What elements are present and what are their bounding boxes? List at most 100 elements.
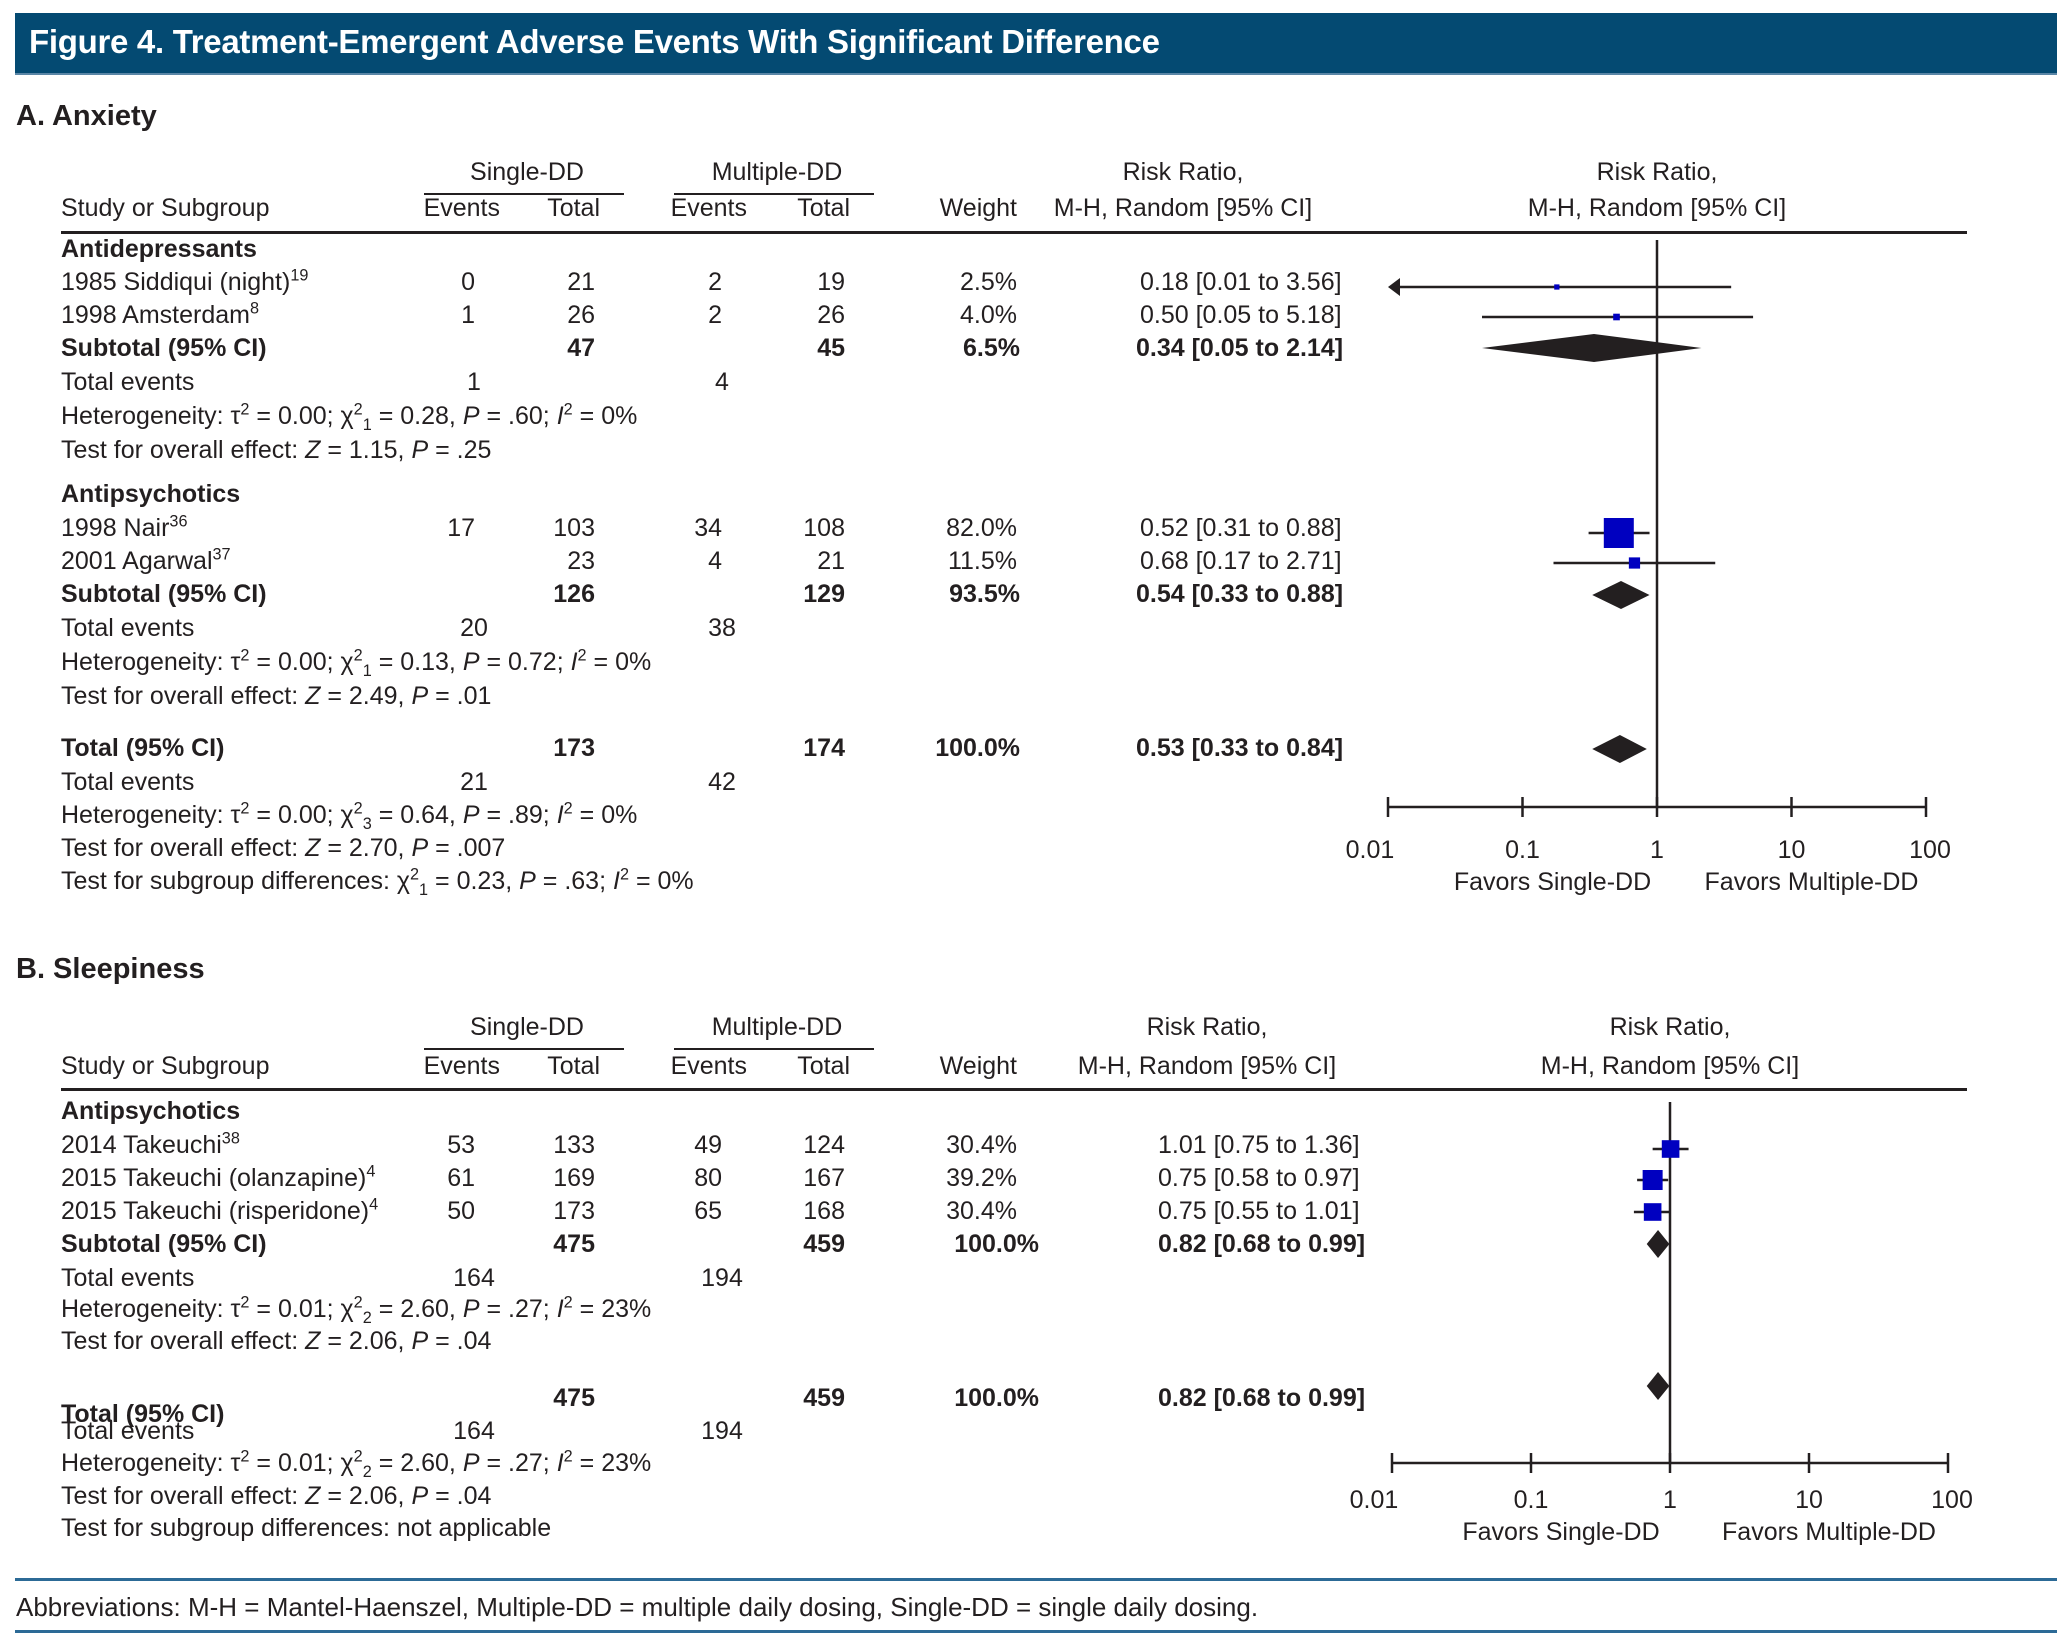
sup: 2 [619,865,629,884]
multiple-events-header: Events [670,1052,747,1080]
eq: = [371,801,401,829]
tau2-value: 0.01 [277,1449,327,1477]
chi2-value: 0.13 [400,648,449,676]
total-events-label: Total events [61,368,195,396]
weight-header: Weight [939,1052,1017,1080]
i2-value: 23% [601,1449,652,1477]
total-risk-ratio: 0.53 [0.33 to 0.84] [1136,734,1344,762]
i2-value: 0% [615,648,652,676]
eq: = [371,402,401,430]
i-label: I [613,867,620,895]
plot-header-line2: M-H, Random [95% CI] [1527,194,1787,222]
subtotal-single-total: 47 [567,334,595,362]
eq: = [320,1482,349,1510]
single-events-header: Events [423,1052,500,1080]
subgroup-differences-test: Test for subgroup differences: not appli… [61,1514,552,1542]
risk-ratio-header-line2: M-H, Random [95% CI] [1053,194,1313,222]
plot-header-line1: Risk Ratio, [1596,158,1718,186]
multiple-dd-group-header: Multiple-DD [711,158,843,186]
weight-header: Weight [939,194,1017,222]
x-tick-label: 100 [1909,836,1951,864]
subtotal-multiple-total: 459 [803,1230,845,1258]
study-point-estimate [1613,313,1620,321]
multiple-events-cell: 49 [694,1131,722,1159]
subgroup-heading: Antidepressants [61,235,257,263]
weight-cell: 39.2% [946,1164,1017,1192]
multiple-dd-group-underline [674,1048,874,1050]
total-events-label: Total events [61,1264,195,1292]
study-name: 1998 Amsterdam [61,301,250,329]
sup: 2 [563,799,573,818]
eq: = [629,867,658,895]
eq: = [572,1449,602,1477]
study-point-estimate [1603,518,1634,548]
multiple-events-header: Events [670,194,747,222]
sup: 2 [240,1447,250,1466]
study-point-estimate [1661,1140,1680,1158]
x-tick-label: 1 [1663,1486,1677,1514]
sep: , [448,648,463,676]
chi2-value: 2.60 [400,1295,449,1323]
p-label: P [411,1482,429,1510]
chi2-value: 2.60 [400,1449,449,1477]
single-total-header: Total [547,1052,600,1080]
p-label: P [411,682,429,710]
risk-ratio-cell: 0.75 [0.55 to 1.01] [1158,1197,1360,1225]
reference-number: 19 [290,266,309,285]
total-single-total: 475 [553,1384,595,1412]
p-value: .60 [508,402,543,430]
p-label: P [411,834,429,862]
subtotal-label: Subtotal (95% CI) [61,1230,267,1258]
eq: = [249,648,278,676]
sep: ; [556,648,571,676]
footer-rule-bottom [15,1630,2057,1633]
multiple-dd-group-header: Multiple-DD [711,1013,843,1041]
header-rule [61,231,1967,234]
sep: , [397,682,412,710]
heterogeneity-stats: Heterogeneity: τ2 = 0.00; χ23 = 0.64, P … [61,799,637,833]
i-label: I [556,402,564,430]
het-prefix: Heterogeneity: τ [61,402,241,430]
study-point-estimate [1628,557,1641,569]
risk-ratio-cell: 0.52 [0.31 to 0.88] [1140,514,1342,542]
heterogeneity-stats: Heterogeneity: τ2 = 0.01; χ22 = 2.60, P … [61,1293,651,1327]
eq: = [428,436,457,464]
total-events-label: Total events [61,614,195,642]
sup: 2 [240,1293,250,1312]
favors-single-dd-label: Favors Single-DD [1453,868,1652,896]
eq: = [479,648,509,676]
chi: ; χ [326,801,354,829]
single-dd-group-header: Single-DD [470,158,584,186]
subtotal-label: Subtotal (95% CI) [61,580,267,608]
multiple-total-cell: 21 [817,547,845,575]
p-label: P [519,867,536,895]
overall-prefix: Test for overall effect: [61,1327,306,1355]
overall-prefix: Test for overall effect: [61,1482,306,1510]
sep: ; [542,402,557,430]
z-value: 2.49 [348,682,398,710]
x-tick-label: 10 [1795,1486,1823,1514]
weight-cell: 82.0% [946,514,1017,542]
heterogeneity-stats: Heterogeneity: τ2 = 0.00; χ21 = 0.13, P … [61,646,652,680]
sep: , [397,1482,412,1510]
x-tick-label: 0.1 [1505,836,1540,864]
chi-df: 2 [362,1309,372,1327]
sup: 2 [240,646,250,665]
multiple-dd-group-underline [674,193,874,195]
sup: 2 [563,1447,573,1466]
chi: ; χ [326,648,354,676]
p-value: .04 [456,1482,492,1510]
eq: = [249,1449,278,1477]
figure-banner: Figure 4. Treatment-Emergent Adverse Eve… [15,13,2057,75]
overall-effect-test: Test for overall effect: Z = 2.70, P = .… [61,836,505,861]
single-total-cell: 133 [553,1131,595,1159]
p-label: P [411,1327,429,1355]
subtotal-multiple-total: 45 [817,334,845,362]
i-label: I [556,801,564,829]
total-risk-ratio: 0.82 [0.68 to 0.99] [1158,1384,1366,1412]
eq: = [428,867,457,895]
tau2-value: 0.01 [277,1295,327,1323]
overall-effect-test: Test for overall effect: Z = 2.49, P = .… [61,684,491,709]
i2-value: 0% [657,867,694,895]
total-events-single: 20 [460,614,488,642]
